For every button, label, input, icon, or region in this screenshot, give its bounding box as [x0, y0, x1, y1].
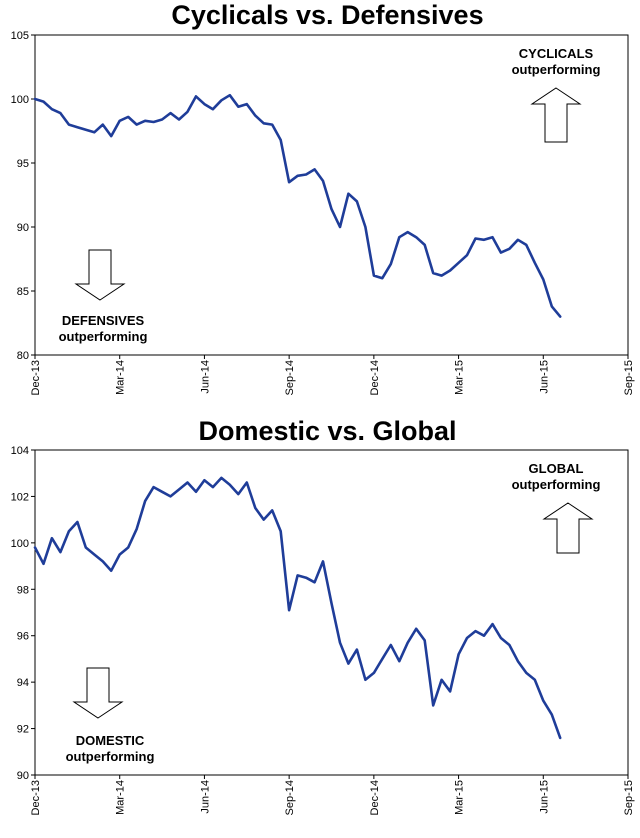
x-tick-label: Jun-15 — [538, 780, 550, 814]
up-arrow-icon — [530, 87, 582, 143]
y-tick-label: 85 — [17, 286, 29, 298]
annotation-up: GLOBAL outperforming — [512, 461, 601, 492]
y-tick-label: 92 — [17, 724, 29, 736]
x-tick-label: Mar-14 — [115, 360, 127, 395]
chart-title: Cyclicals vs. Defensives — [171, 0, 483, 30]
y-tick-label: 105 — [11, 30, 29, 42]
y-tick-label: 102 — [11, 491, 29, 503]
chart-title: Domestic vs. Global — [198, 416, 456, 446]
chart-2: Domestic vs. Global 90 92 94 96 98 100 102 104 De… — [11, 416, 635, 815]
x-tick-label: Dec-13 — [30, 780, 42, 815]
y-tick-label: 100 — [11, 94, 29, 106]
x-tick-label: Sep-14 — [284, 780, 296, 815]
x-tick-label: Dec-14 — [369, 360, 381, 395]
x-tick-label: Mar-15 — [454, 360, 466, 395]
y-tick-label: 80 — [17, 350, 29, 362]
x-tick-label: Sep-14 — [284, 360, 296, 395]
x-tick-label: Mar-14 — [115, 780, 127, 815]
x-tick-label: Jun-15 — [538, 360, 550, 394]
annotation-down: DOMESTIC outperforming — [66, 733, 155, 764]
series-line — [33, 476, 562, 740]
x-tick-label: Dec-14 — [369, 780, 381, 815]
y-tick-label: 104 — [11, 445, 29, 457]
down-arrow-icon — [72, 667, 124, 719]
annotation-down: DEFENSIVES outperforming — [59, 313, 148, 344]
x-tick-label: Mar-15 — [454, 780, 466, 815]
up-arrow-icon — [542, 502, 594, 554]
y-tick-label: 90 — [17, 770, 29, 782]
x-tick-label: Dec-13 — [30, 360, 42, 395]
series-line — [33, 93, 562, 318]
y-tick-label: 98 — [17, 584, 29, 596]
x-tick-label: Sep-15 — [623, 360, 635, 395]
y-tick-label: 90 — [17, 222, 29, 234]
y-tick-label: 96 — [17, 631, 29, 643]
y-tick-label: 95 — [17, 158, 29, 170]
y-tick-label: 94 — [17, 677, 29, 689]
down-arrow-icon — [74, 249, 126, 301]
annotation-up: CYCLICALS outperforming — [512, 46, 601, 77]
x-tick-label: Jun-14 — [199, 360, 211, 394]
plot-frame — [34, 34, 629, 356]
y-tick-label: 100 — [11, 538, 29, 550]
plot-frame — [34, 449, 629, 776]
chart-1: Cyclicals vs. Defensives 80 85 90 95 100 105 De… — [11, 0, 635, 395]
x-tick-label: Jun-14 — [199, 780, 211, 814]
x-tick-label: Sep-15 — [623, 780, 635, 815]
